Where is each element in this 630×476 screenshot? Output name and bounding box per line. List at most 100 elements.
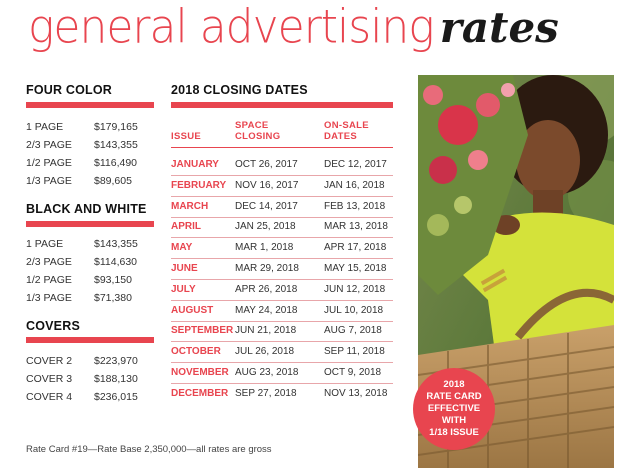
onsale-date: FEB 13, 2018 bbox=[324, 200, 386, 212]
space-closing-date: AUG 23, 2018 bbox=[235, 367, 299, 378]
rate-row: 1/3 PAGE $71,380 bbox=[26, 292, 156, 306]
rate-price: $223,970 bbox=[94, 355, 138, 367]
issue-month: DECEMBER bbox=[171, 387, 229, 399]
closing-head-rule bbox=[171, 147, 393, 148]
onsale-date: SEP 11, 2018 bbox=[324, 346, 385, 358]
footnote: Rate Card #19—Rate Base 2,350,000—all ra… bbox=[26, 444, 272, 455]
table-row: DECEMBER SEP 27, 2018 NOV 13, 2018 bbox=[171, 385, 393, 405]
row-divider bbox=[171, 216, 393, 218]
space-closing-date: NOV 16, 2017 bbox=[235, 179, 299, 191]
four-color-heading: FOUR COLOR bbox=[26, 83, 113, 97]
table-row: JUNE MAR 29, 2018 MAY 15, 2018 bbox=[171, 260, 393, 280]
space-closing-date: JUN 21, 2018 bbox=[235, 325, 297, 337]
rate-label: COVER 4 bbox=[26, 391, 73, 403]
closing-heading: 2018 CLOSING DATES bbox=[171, 83, 308, 97]
space-closing-date: APR 26, 2018 bbox=[235, 283, 298, 295]
rate-price: $143,355 bbox=[94, 139, 138, 151]
rate-label: 1/3 PAGE bbox=[26, 175, 72, 187]
table-row: APRIL JAN 25, 2018 MAR 13, 2018 bbox=[171, 218, 393, 239]
onsale-date: JUN 12, 2018 bbox=[324, 283, 386, 295]
rate-price: $188,130 bbox=[94, 373, 138, 385]
space-closing-date: JUL 26, 2018 bbox=[235, 346, 295, 358]
table-row: MAY MAR 1, 2018 APR 17, 2018 bbox=[171, 239, 393, 260]
issue-month: JUNE bbox=[171, 263, 198, 274]
onsale-date: AUG 7, 2018 bbox=[324, 325, 382, 337]
onsale-date: MAY 15, 2018 bbox=[324, 263, 387, 274]
four-color-bar bbox=[26, 102, 154, 108]
issue-month: JANUARY bbox=[171, 159, 219, 170]
table-row: AUGUST MAY 24, 2018 JUL 10, 2018 bbox=[171, 302, 393, 322]
issue-month: OCTOBER bbox=[171, 346, 221, 358]
rate-label: 1/2 PAGE bbox=[26, 157, 72, 169]
title-bold: rates bbox=[439, 3, 559, 52]
rate-row: 2/3 PAGE $114,630 bbox=[26, 256, 156, 270]
row-divider bbox=[171, 258, 393, 260]
row-divider bbox=[171, 362, 393, 364]
rate-price: $116,490 bbox=[94, 157, 138, 169]
row-divider bbox=[171, 237, 393, 239]
table-row: MARCH DEC 14, 2017 FEB 13, 2018 bbox=[171, 198, 393, 218]
space-closing-date: OCT 26, 2017 bbox=[235, 159, 298, 170]
page-title: general advertising rates bbox=[28, 1, 628, 68]
rate-price: $89,605 bbox=[94, 175, 132, 187]
row-divider bbox=[171, 279, 393, 280]
bw-bar bbox=[26, 221, 154, 227]
issue-month: NOVEMBER bbox=[171, 367, 229, 378]
onsale-date: MAR 13, 2018 bbox=[324, 221, 388, 233]
issue-month: JULY bbox=[171, 283, 196, 295]
rate-row: 1/2 PAGE $116,490 bbox=[26, 157, 156, 171]
issue-month: FEBRUARY bbox=[171, 179, 227, 191]
table-row: JANUARY OCT 26, 2017 DEC 12, 2017 bbox=[171, 156, 393, 176]
row-divider bbox=[171, 320, 393, 322]
rate-price: $71,380 bbox=[94, 292, 132, 304]
onsale-date: OCT 9, 2018 bbox=[324, 367, 382, 378]
row-divider bbox=[171, 383, 393, 384]
rate-price: $114,630 bbox=[94, 256, 138, 268]
badge-text: 2018 RATE CARD EFFECTIVE WITH 1/18 ISSUE bbox=[426, 379, 482, 438]
covers-bar bbox=[26, 337, 154, 343]
col-space-closing: SPACE CLOSING bbox=[235, 120, 281, 142]
table-row: OCTOBER JUL 26, 2018 SEP 11, 2018 bbox=[171, 343, 393, 364]
bw-heading: BLACK AND WHITE bbox=[26, 202, 147, 216]
rate-label: 2/3 PAGE bbox=[26, 256, 72, 268]
onsale-date: APR 17, 2018 bbox=[324, 242, 387, 254]
row-divider bbox=[171, 341, 393, 343]
rate-label: 1/3 PAGE bbox=[26, 292, 72, 304]
rate-label: 1 PAGE bbox=[26, 121, 64, 133]
rate-row: 1/2 PAGE $93,150 bbox=[26, 274, 156, 288]
covers-heading: COVERS bbox=[26, 319, 80, 333]
rate-price: $143,355 bbox=[94, 238, 138, 250]
rate-row: COVER 3 $188,130 bbox=[26, 373, 156, 387]
row-divider bbox=[171, 299, 393, 301]
table-row: FEBRUARY NOV 16, 2017 JAN 16, 2018 bbox=[171, 177, 393, 197]
issue-month: SEPTEMBER bbox=[171, 325, 234, 337]
rate-label: 1/2 PAGE bbox=[26, 274, 72, 286]
rate-card-badge: 2018 RATE CARD EFFECTIVE WITH 1/18 ISSUE bbox=[413, 368, 495, 450]
onsale-date: JAN 16, 2018 bbox=[324, 179, 385, 191]
rate-price: $93,150 bbox=[94, 274, 132, 286]
rate-row: 1 PAGE $179,165 bbox=[26, 121, 156, 135]
space-closing-date: SEP 27, 2018 bbox=[235, 387, 297, 399]
issue-month: MAY bbox=[171, 242, 193, 254]
table-row: JULY APR 26, 2018 JUN 12, 2018 bbox=[171, 281, 393, 301]
rate-label: COVER 3 bbox=[26, 373, 73, 385]
rate-row: 1 PAGE $143,355 bbox=[26, 238, 156, 252]
rate-price: $236,015 bbox=[94, 391, 138, 403]
onsale-date: DEC 12, 2017 bbox=[324, 159, 387, 170]
rate-row: COVER 4 $236,015 bbox=[26, 391, 156, 405]
col-onsale: ON-SALE DATES bbox=[324, 120, 369, 142]
rate-price: $179,165 bbox=[94, 121, 138, 133]
row-divider bbox=[171, 195, 393, 197]
issue-month: APRIL bbox=[171, 221, 201, 233]
space-closing-date: JAN 25, 2018 bbox=[235, 221, 296, 233]
rate-label: COVER 2 bbox=[26, 355, 73, 367]
row-divider bbox=[171, 175, 393, 176]
space-closing-date: MAR 29, 2018 bbox=[235, 263, 299, 274]
table-row: SEPTEMBER JUN 21, 2018 AUG 7, 2018 bbox=[171, 322, 393, 343]
closing-bar bbox=[171, 102, 393, 108]
space-closing-date: MAY 24, 2018 bbox=[235, 304, 298, 316]
onsale-date: NOV 13, 2018 bbox=[324, 387, 388, 399]
rate-label: 2/3 PAGE bbox=[26, 139, 72, 151]
onsale-date: JUL 10, 2018 bbox=[324, 304, 384, 316]
table-row: NOVEMBER AUG 23, 2018 OCT 9, 2018 bbox=[171, 364, 393, 384]
